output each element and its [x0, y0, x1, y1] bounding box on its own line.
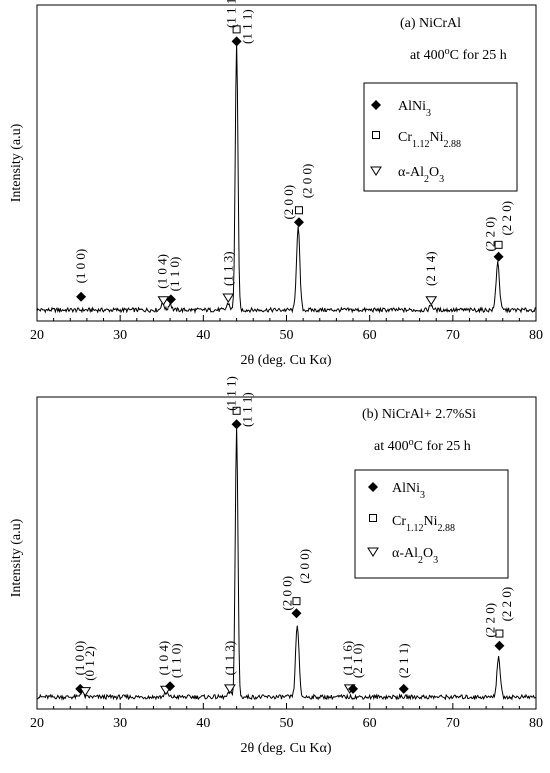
phase-markers [76, 25, 504, 306]
marker-cr-ni [494, 240, 503, 249]
x-tick-label: 20 [30, 716, 44, 731]
miller-index-label: (1 1 1) [224, 376, 239, 411]
legend-marker-cr-ni [369, 514, 377, 522]
marker-al2o3 [425, 296, 438, 306]
x-tick-label: 20 [30, 328, 44, 343]
x-tick-label: 70 [446, 328, 460, 343]
legend: AlNi3 Cr1.12Ni2.88 α-Al2O3 [363, 82, 518, 192]
x-tick-label: 50 [280, 328, 294, 343]
x-tick-label: 30 [113, 716, 127, 731]
legend-marker-al2o3 [370, 166, 382, 176]
marker-al2o3 [79, 687, 92, 697]
marker-cr-ni [495, 629, 504, 638]
marker-alni3 [493, 251, 504, 262]
marker-alni3 [494, 640, 505, 651]
marker-cr-ni [232, 406, 241, 415]
marker-al2o3 [224, 684, 236, 694]
panel-label: (b) NiCrAl+ 2.7%Si [362, 407, 476, 422]
legend-marker-al2o3 [367, 547, 379, 557]
miller-index-label: (2 0 0) [281, 185, 296, 220]
x-tick-labels: 20 30 40 50 60 70 80 [30, 328, 543, 343]
marker-alni3 [76, 291, 87, 302]
miller-index-label: (2 1 4) [423, 251, 438, 286]
marker-alni3 [165, 681, 176, 692]
marker-alni3 [348, 683, 359, 694]
legend-label-al2o3: α-Al2O3 [398, 165, 444, 185]
x-tick-label: 60 [363, 716, 377, 731]
x-tick-label: 80 [529, 716, 543, 731]
miller-index-label: (1 1 3) [222, 641, 237, 676]
miller-index-label: (2 0 0) [299, 164, 314, 199]
x-tick-label: 30 [113, 328, 127, 343]
phase-markers [75, 406, 505, 697]
panel-condition: at 400oC for 25 h [410, 46, 507, 64]
miller-index-label: (2 2 0) [482, 603, 497, 638]
miller-index-label: (2 0 0) [297, 549, 312, 584]
x-axis-label: 2θ (deg. Cu Kα) [240, 741, 331, 756]
legend-marker-alni3 [368, 482, 378, 492]
legend-marker-alni3 [371, 100, 381, 110]
marker-al2o3 [157, 296, 170, 306]
diffraction-pattern-line [36, 41, 537, 314]
miller-index-label: (1 0 4) [156, 641, 171, 676]
legend: AlNi3 Cr1.12Ni2.88 α-Al2O3 [354, 469, 509, 579]
x-axis-label: 2θ (deg. Cu Kα) [240, 353, 331, 368]
marker-cr-ni [294, 206, 303, 215]
marker-alni3 [231, 36, 242, 47]
miller-index-label: (2 0 0) [279, 576, 294, 611]
x-tick-label: 60 [363, 328, 377, 343]
x-tick-label: 40 [196, 716, 210, 731]
miller-index-labels: (1 0 0) (1 0 4)(1 1 0) (1 1 3) (1 1 1) (1 1 … [73, 0, 514, 291]
legend-marker-cr-ni [372, 131, 380, 139]
marker-alni3 [293, 217, 304, 228]
xrd-panel-b: 20 30 40 50 60 70 80 2θ (deg. Cu Kα) Intensity… [9, 376, 543, 756]
x-tick-label: 50 [280, 716, 294, 731]
miller-index-label: (2 2 0) [499, 587, 514, 622]
miller-index-label: (1 0 0) [72, 641, 87, 676]
miller-index-label: (1 0 4) [155, 254, 170, 289]
legend-box [354, 469, 509, 579]
marker-alni3 [398, 683, 409, 694]
marker-alni3 [231, 419, 242, 430]
x-tick-label: 40 [196, 328, 210, 343]
miller-index-label: (2 2 0) [482, 217, 497, 252]
miller-index-label: (0 1 2) [82, 646, 97, 681]
panel-label: (a) NiCrAl [400, 16, 461, 31]
x-tick-labels: 20 30 40 50 60 70 80 [30, 716, 543, 731]
miller-index-label: (1 1 6) [340, 641, 355, 676]
legend-label-alni3: AlNi3 [392, 481, 425, 501]
panel-condition: at 400oC for 25 h [374, 437, 471, 455]
miller-index-labels: (1 0 0)(0 1 2) (1 0 4)(1 1 0) (1 1 3) (1 1 … [72, 376, 514, 681]
marker-alni3 [165, 294, 176, 305]
marker-cr-ni [292, 597, 301, 606]
miller-index-label: (1 1 0) [169, 643, 184, 678]
y-axis-label: Intensity (a.u) [9, 123, 24, 202]
marker-alni3 [291, 608, 302, 619]
x-tick-label: 80 [529, 328, 543, 343]
xrd-panel-a: 20 30 40 50 60 70 80 2θ (deg. Cu Kα) Intensity… [9, 0, 543, 368]
legend-label-alni3: AlNi3 [398, 99, 431, 119]
miller-index-label: (1 1 1) [239, 9, 254, 44]
miller-index-label: (1 1 1) [239, 392, 254, 427]
miller-index-label: (1 1 3) [220, 251, 235, 286]
legend-label-al2o3: α-Al2O3 [392, 546, 438, 566]
miller-index-label: (1 1 0) [167, 257, 182, 292]
x-axis-ticks [36, 703, 537, 709]
x-tick-label: 70 [446, 716, 460, 731]
diffraction-pattern-line [36, 425, 537, 701]
legend-box [363, 82, 518, 192]
marker-cr-ni [232, 25, 241, 34]
miller-index-label: (1 0 0) [73, 249, 88, 284]
miller-index-label: (1 1 1) [224, 0, 239, 28]
miller-index-label: (2 2 0) [499, 201, 514, 236]
miller-index-label: (2 1 1) [396, 643, 411, 678]
marker-al2o3 [222, 293, 235, 303]
miller-index-label: (2 1 0) [350, 643, 365, 678]
x-axis-ticks [36, 315, 537, 321]
y-axis-label: Intensity (a.u) [9, 518, 24, 597]
